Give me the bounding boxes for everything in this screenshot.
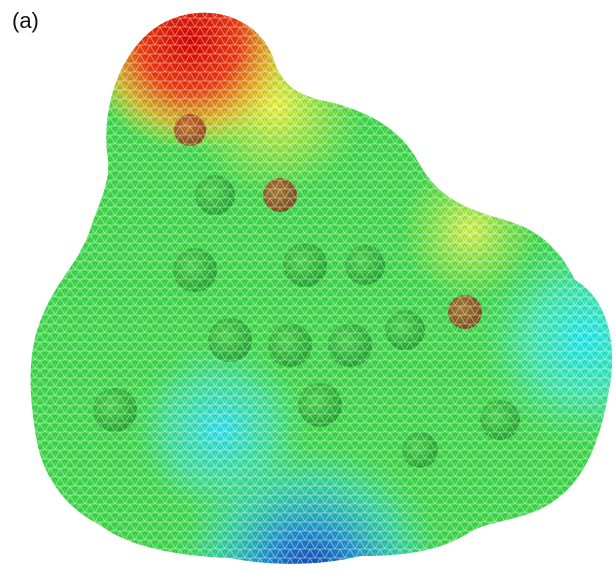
page: (a) (() => { const data = J [0, 0, 616, 572]
potential-surface [0, 0, 616, 572]
figure: (a) [0, 0, 616, 572]
mesh [0, 0, 616, 572]
panel-label: (a) [12, 8, 39, 33]
